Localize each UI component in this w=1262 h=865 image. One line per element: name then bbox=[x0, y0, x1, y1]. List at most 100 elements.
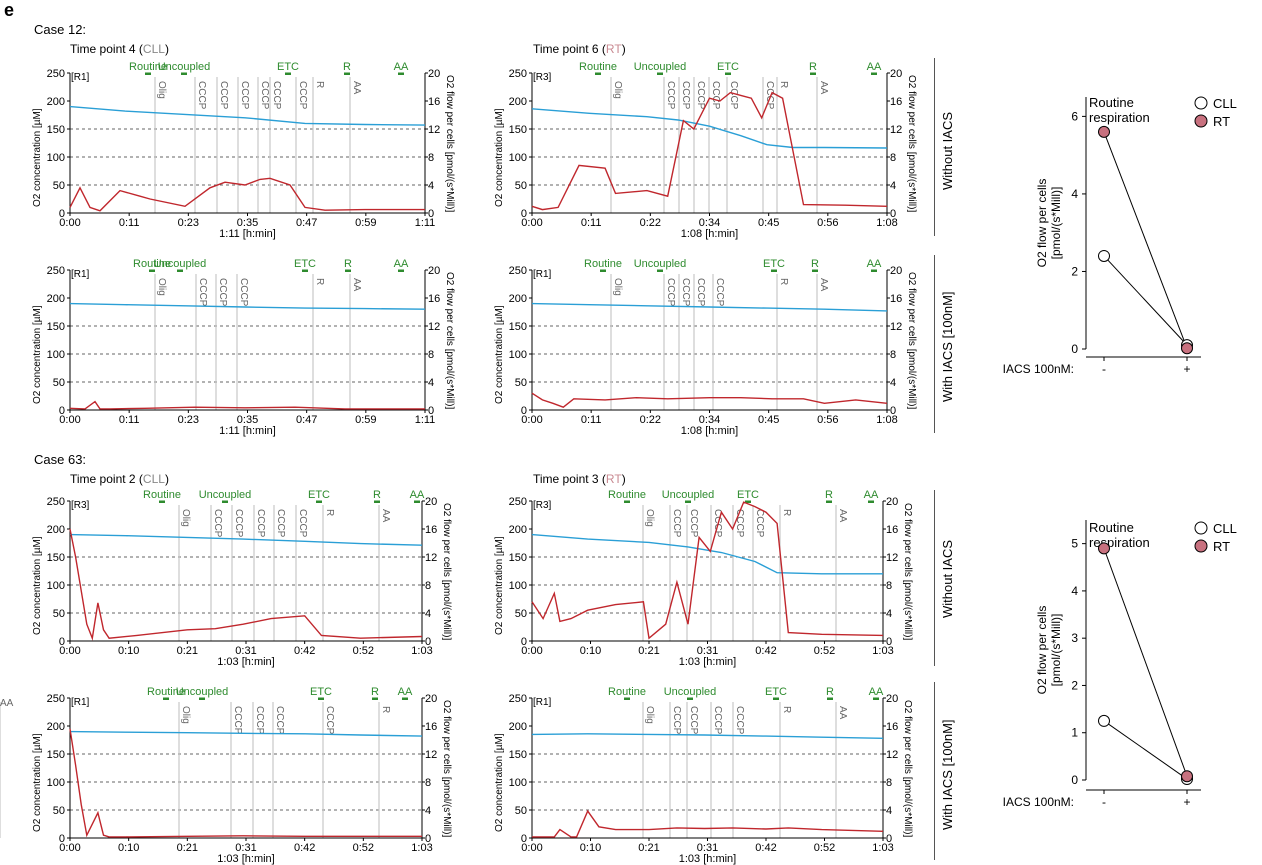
routine-case12-title-line1: Routine bbox=[1089, 95, 1134, 110]
c63-rt-with-xtick-label-4: 0:42 bbox=[755, 842, 776, 854]
c63-rt-with-ytick-label-right-5: 20 bbox=[886, 693, 898, 705]
c12-cll-without-event-label-5: CCCP bbox=[271, 81, 282, 110]
c12-rt-with-xlabel: 1:08 [h:min] bbox=[681, 425, 738, 437]
c12-cll-without-event-label-2: CCCP bbox=[218, 81, 229, 110]
c63-cll-with-phase-label-2: ETC bbox=[310, 686, 332, 698]
c12-cll-without-ylabel-right: O2 flow per cells [pmol/(s*Mill)] bbox=[444, 75, 455, 212]
c63-cll-with-phase-marker-3 bbox=[372, 697, 378, 700]
c63-cll-without-phase-label-0: Routine bbox=[143, 489, 181, 501]
c12-cll-with-ytick-label-right-4: 16 bbox=[428, 293, 440, 305]
c63-rt-without-ytick-label-left-5: 250 bbox=[509, 496, 527, 508]
c12-rt-with-phase-marker-3 bbox=[812, 269, 818, 272]
c63-cll-with-phase-marker-0 bbox=[163, 697, 169, 700]
c63-cll-without-event-label-0: Olig bbox=[180, 509, 191, 527]
c63-cll-without-xtick-label-6: 1:03 bbox=[411, 645, 432, 657]
routine-case12-legend-marker-1 bbox=[1194, 114, 1208, 128]
c12-cll-with-phase-marker-1 bbox=[177, 269, 183, 272]
c63-rt-without-ytick-label-right-0: 0 bbox=[886, 636, 892, 648]
c63-cll-without-ylabel-left: O2 concentration [µM] bbox=[32, 536, 43, 635]
routine-case12-ylabel-line1: O2 flow per cells bbox=[1035, 179, 1049, 268]
c63-tp-rt-title: Time point 3 (RT) bbox=[533, 472, 626, 486]
c12-cll-without-ylabel-left: O2 concentration [µM] bbox=[32, 108, 43, 207]
c63-rt-with-xtick-label-2: 0:21 bbox=[638, 842, 659, 854]
c12-cll-without-phase-marker-4 bbox=[398, 72, 404, 75]
routine-case12-point-0-0 bbox=[1098, 249, 1110, 262]
c12-cll-without-ytick-label-left-5: 250 bbox=[47, 68, 65, 80]
c12-cll-without-xlabel: 1:11 [h:min] bbox=[219, 228, 276, 240]
c63-cll-with-xtick-label-4: 0:42 bbox=[294, 842, 315, 854]
c63-cll-without-phase-label-2: ETC bbox=[308, 489, 330, 501]
c12-rt-without-event-label-4: CCCP bbox=[710, 81, 721, 110]
c12-cll-with-event-label-5: AA bbox=[351, 278, 362, 292]
c12-rt-with-ytick-label-left-1: 50 bbox=[515, 377, 527, 389]
c63-cll-without-xtick-label-3: 0:31 bbox=[235, 645, 256, 657]
c63-cll-with-phase-marker-1 bbox=[199, 697, 205, 700]
c63-rt-with-ytick-label-right-4: 16 bbox=[886, 721, 898, 733]
c63-rt-without-ytick-label-right-1: 4 bbox=[886, 608, 892, 620]
c63-cll-without-event-label-4: CCCP bbox=[275, 509, 286, 538]
c12-rt-without-xlabel: 1:08 [h:min] bbox=[681, 228, 738, 240]
routine-case63-xtick-label-0: - bbox=[1102, 795, 1106, 809]
c63-cll-without-ylabel-right: O2 flow per cells [pmol/(s*Mill)] bbox=[441, 503, 452, 640]
c12-cll-without-o2-flow-line bbox=[69, 177, 425, 212]
routine-case63-legend-marker-0 bbox=[1194, 521, 1208, 535]
c12-rt-with-phase-label-1: Uncoupled bbox=[634, 258, 687, 270]
c63-cll-without-phase-label-4: AA bbox=[410, 489, 425, 501]
c12-rt-with-ytick-label-left-5: 250 bbox=[509, 265, 527, 277]
c12-cll-without-ytick-label-right-1: 4 bbox=[428, 180, 434, 192]
c12-rt-without-ytick-label-left-4: 200 bbox=[509, 96, 527, 108]
c12-cll-with-phase-label-1: Uncoupled bbox=[154, 258, 207, 270]
c63-cll-without-event-label-3: CCCP bbox=[255, 509, 266, 538]
c12-cll-with-xtick-label-3: 0:35 bbox=[237, 414, 258, 426]
c63-rt-without-ytick-label-left-4: 200 bbox=[509, 524, 527, 536]
c12-cll-with-phase-label-3: R bbox=[344, 258, 352, 270]
c63-cll-with-ytick-label-right-0: 0 bbox=[425, 833, 431, 845]
c12-cll-without-xtick-label-4: 0:47 bbox=[296, 217, 317, 229]
routine-case63-point-0-0 bbox=[1098, 714, 1110, 727]
c63-rt-with-event-label-0: Olig bbox=[644, 706, 655, 724]
c12-cll-without-phase-label-2: ETC bbox=[277, 61, 299, 73]
c63-cll-without-phase-marker-2 bbox=[316, 500, 322, 503]
c12-rt-without-event-label-1: CCCP bbox=[665, 81, 676, 110]
c12-rt-without-phase-label-3: R bbox=[809, 61, 817, 73]
c63-rt-without-xtick-label-3: 0:31 bbox=[697, 645, 718, 657]
c12-rt-with-xtick-label-1: 0:11 bbox=[581, 414, 602, 426]
c63-rt-without-ytick-label-left-1: 50 bbox=[515, 608, 527, 620]
c63-cll-without-xtick-label-0: 0:00 bbox=[59, 645, 80, 657]
c63-rt-without-o2-flow-line bbox=[531, 501, 884, 640]
c12-rt-with-phase-marker-2 bbox=[771, 269, 777, 272]
c63-rt-with-event-label-6: AA bbox=[837, 706, 848, 720]
c63-rt-without-phase-label-4: AA bbox=[864, 489, 879, 501]
c12-rt-without-xtick-label-3: 0:34 bbox=[699, 217, 720, 229]
c63-cll-with-event-label-6: AA bbox=[0, 698, 14, 709]
c12-rt-without-phase-marker-1 bbox=[657, 72, 663, 75]
c12-cll-without-phase-label-1: Uncoupled bbox=[158, 61, 211, 73]
c12-cll-with-event-label-0: Olig bbox=[156, 278, 167, 296]
c63-cll-without-xtick-label-5: 0:52 bbox=[353, 645, 374, 657]
c12-cll-with-o2-flow-line bbox=[69, 400, 425, 410]
c12-cll-with-ytick-label-right-2: 8 bbox=[428, 349, 434, 361]
c12-rt-without-xtick-label-5: 0:56 bbox=[817, 217, 838, 229]
c63-cll-without-phase-label-3: R bbox=[373, 489, 381, 501]
routine-case63-legend-label-1: RT bbox=[1213, 539, 1230, 554]
c12-rt-with-ytick-label-right-4: 16 bbox=[890, 293, 902, 305]
c63-rt-with-phase-marker-4 bbox=[873, 697, 879, 700]
routine-case63-ytick-label-4: 4 bbox=[1071, 584, 1078, 598]
c63-rt-with-event-label-4: CCCP bbox=[734, 706, 745, 735]
c63-rt-with-ytick-label-right-2: 8 bbox=[886, 777, 892, 789]
c12-rt-without-ytick-label-right-3: 12 bbox=[890, 124, 902, 136]
c12-cll-without-ytick-label-right-2: 8 bbox=[428, 152, 434, 164]
c12-rt-with-event-label-0: Olig bbox=[612, 278, 623, 296]
c12-cll-with-phase-marker-0 bbox=[149, 269, 155, 272]
c12-rt-with-ytick-label-right-0: 0 bbox=[890, 405, 896, 417]
c12-rt-with-event-label-5: R bbox=[778, 278, 789, 285]
c63-cll-with-xtick-label-1: 0:10 bbox=[118, 842, 139, 854]
c63-cll-with-phase-marker-4 bbox=[402, 697, 408, 700]
c12-cll-without-ytick-label-right-5: 20 bbox=[428, 68, 440, 80]
c63-rt-without-event-label-2: CCCP bbox=[688, 509, 699, 538]
c63-cll-with-ytick-label-right-3: 12 bbox=[425, 749, 437, 761]
c63-rt-with-phase-marker-2 bbox=[773, 697, 779, 700]
c12-cll-without-ytick-label-left-1: 50 bbox=[53, 180, 65, 192]
routine-case63-series-line-1 bbox=[1103, 548, 1188, 777]
divider-c12-with bbox=[934, 255, 935, 433]
